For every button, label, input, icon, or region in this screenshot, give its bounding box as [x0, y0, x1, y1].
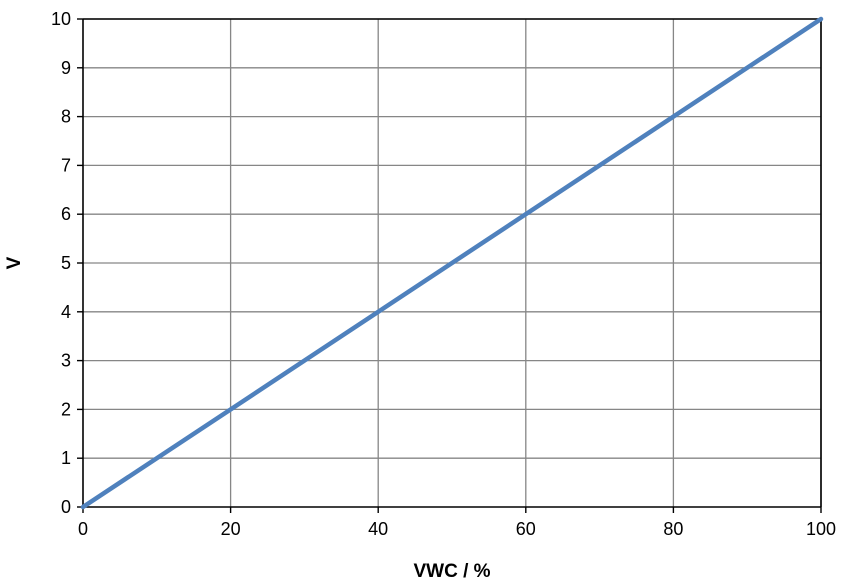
x-axis-title: VWC / %	[413, 561, 490, 582]
y-tick-label: 6	[61, 204, 71, 224]
y-tick-label: 4	[61, 302, 71, 322]
y-tick-label: 3	[61, 351, 71, 371]
y-tick-label: 10	[51, 9, 71, 29]
series-layer	[80, 16, 824, 510]
y-tick-label: 1	[61, 448, 71, 468]
y-tick-label: 9	[61, 58, 71, 78]
y-tick-label: 5	[61, 253, 71, 273]
series-line	[80, 16, 824, 510]
y-tick-label: 7	[61, 155, 71, 175]
y-tick-label: 2	[61, 399, 71, 419]
y-axis-title: V	[4, 256, 25, 269]
tick-labels: 0 20 40 60 80 100 0 1 2 3 4 5 6 7 8 9 10	[51, 9, 836, 539]
x-tick-label: 0	[78, 519, 88, 539]
axes	[77, 18, 822, 513]
y-tick-label: 8	[61, 107, 71, 127]
x-tick-label: 60	[516, 519, 536, 539]
y-tick-label: 0	[61, 497, 71, 517]
x-tick-label: 20	[221, 519, 241, 539]
x-tick-label: 100	[806, 519, 836, 539]
x-tick-label: 40	[368, 519, 388, 539]
x-tick-label: 80	[663, 519, 683, 539]
